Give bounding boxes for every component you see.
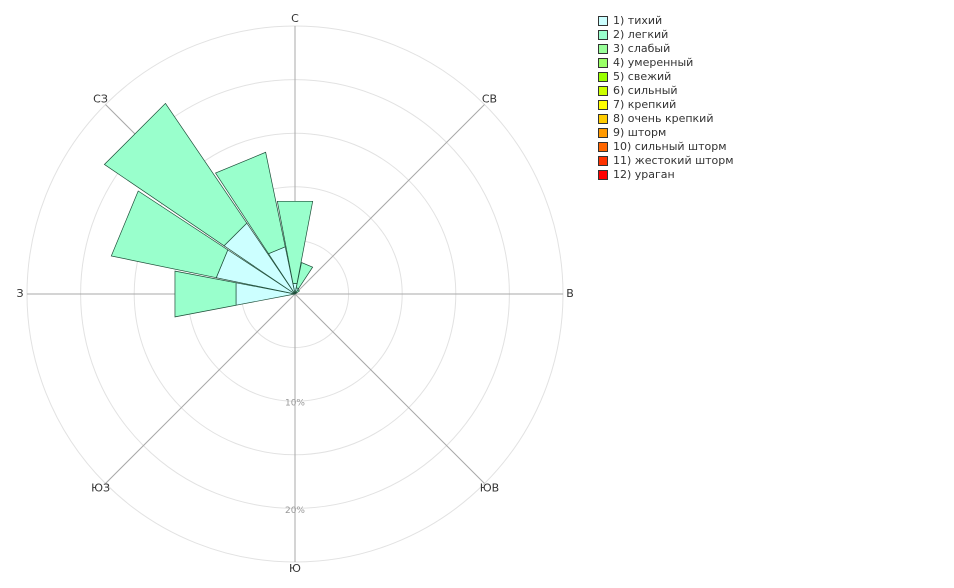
legend-swatch — [598, 86, 608, 96]
legend-item: 4) умеренный — [598, 56, 734, 70]
legend-item: 10) сильный шторм — [598, 140, 734, 154]
legend-label: 7) крепкий — [613, 98, 677, 111]
legend-swatch — [598, 100, 608, 110]
legend-swatch — [598, 58, 608, 68]
legend-item: 11) жестокий шторм — [598, 154, 734, 168]
rose-bar-segment — [174, 270, 237, 318]
legend-label: 3) слабый — [613, 42, 671, 55]
legend-item: 6) сильный — [598, 84, 734, 98]
direction-label: С — [291, 12, 299, 25]
legend-swatch — [598, 156, 608, 166]
direction-label: ЮВ — [480, 481, 499, 494]
direction-label: ЮЗ — [91, 481, 110, 494]
rose-bars — [103, 102, 314, 318]
legend-swatch — [598, 30, 608, 40]
legend-swatch — [598, 72, 608, 82]
direction-axis — [294, 293, 485, 484]
ring-value-label: 20% — [285, 506, 305, 516]
legend-label: 5) свежий — [613, 70, 672, 83]
legend-label: 12) ураган — [613, 168, 675, 181]
direction-axis — [105, 293, 296, 484]
legend-swatch — [598, 44, 608, 54]
legend: 1) тихий 2) легкий 3) слабый 4) умеренный 5)… — [598, 14, 734, 182]
legend-item: 12) ураган — [598, 168, 734, 182]
ring-value-label: 10% — [285, 399, 305, 409]
rose-bar-segment — [295, 262, 314, 290]
legend-item: 3) слабый — [598, 42, 734, 56]
legend-label: 11) жестокий шторм — [613, 154, 734, 167]
direction-label: З — [16, 287, 23, 300]
legend-item: 1) тихий — [598, 14, 734, 28]
direction-label: Ю — [289, 562, 301, 575]
legend-item: 9) шторм — [598, 126, 734, 140]
legend-swatch — [598, 114, 608, 124]
direction-axis — [294, 104, 485, 295]
legend-item: 2) легкий — [598, 28, 734, 42]
legend-swatch — [598, 16, 608, 26]
rose-bar-segment — [103, 102, 248, 247]
legend-swatch — [598, 142, 608, 152]
legend-swatch — [598, 170, 608, 180]
legend-swatch — [598, 128, 608, 138]
legend-item: 7) крепкий — [598, 98, 734, 112]
direction-label: СЗ — [93, 93, 108, 106]
rose-bar-segment — [110, 190, 229, 279]
legend-label: 6) сильный — [613, 84, 678, 97]
legend-label: 9) шторм — [613, 126, 667, 139]
legend-label: 8) очень крепкий — [613, 112, 714, 125]
direction-labels: С СВ В ЮВ Ю ЮЗ З СЗ — [16, 12, 573, 575]
direction-label: В — [566, 287, 574, 300]
rose-bar-segment — [276, 200, 314, 284]
direction-label: СВ — [482, 93, 497, 106]
ring-labels: 10% 20% — [285, 399, 305, 516]
legend-label: 1) тихий — [613, 14, 663, 27]
legend-item: 8) очень крепкий — [598, 112, 734, 126]
legend-label: 2) легкий — [613, 28, 669, 41]
legend-label: 10) сильный шторм — [613, 140, 727, 153]
rose-bar-segment — [215, 151, 286, 255]
legend-item: 5) свежий — [598, 70, 734, 84]
legend-label: 4) умеренный — [613, 56, 694, 69]
rose-bar-segment — [295, 289, 300, 294]
